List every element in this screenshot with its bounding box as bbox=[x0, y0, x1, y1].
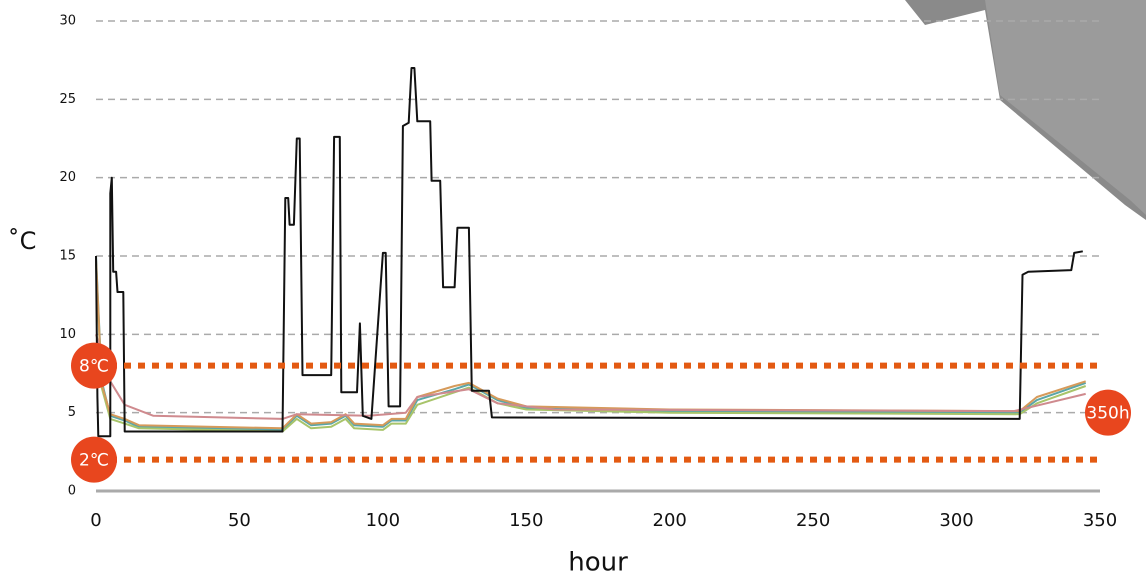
data-line bbox=[95, 259, 1087, 430]
y-axis-label: ˚C bbox=[8, 227, 37, 255]
y-tick-label: 15 bbox=[59, 249, 76, 264]
threshold-badge bbox=[71, 342, 117, 389]
x-tick-label: 50 bbox=[228, 510, 251, 531]
data-line bbox=[95, 263, 1087, 433]
photo-corner-face bbox=[985, 0, 1146, 215]
annotation-badge bbox=[1085, 389, 1131, 436]
x-tick-label: 0 bbox=[90, 510, 101, 531]
annotation-label: 350h bbox=[1086, 404, 1129, 424]
y-tick-label: 20 bbox=[59, 170, 76, 185]
threshold-label: 2℃ bbox=[79, 451, 109, 471]
y-tick-label: 25 bbox=[59, 92, 76, 107]
x-tick-label: 300 bbox=[939, 510, 973, 531]
x-tick-label: 250 bbox=[796, 510, 830, 531]
x-tick-label: 150 bbox=[509, 510, 543, 531]
y-tick-label: 10 bbox=[59, 327, 76, 342]
data-line bbox=[95, 334, 1086, 420]
y-tick-label: 5 bbox=[68, 405, 76, 420]
data-line bbox=[95, 255, 1087, 431]
threshold-label: 8℃ bbox=[79, 357, 109, 377]
x-tick-label: 350 bbox=[1083, 510, 1117, 531]
y-tick-label: 0 bbox=[68, 484, 76, 499]
x-axis-label: hour bbox=[568, 548, 628, 578]
y-tick-label: 30 bbox=[59, 14, 76, 29]
x-tick-label: 100 bbox=[366, 510, 400, 531]
threshold-badge bbox=[71, 436, 117, 483]
data-line bbox=[95, 67, 1083, 438]
x-tick-label: 200 bbox=[653, 510, 687, 531]
